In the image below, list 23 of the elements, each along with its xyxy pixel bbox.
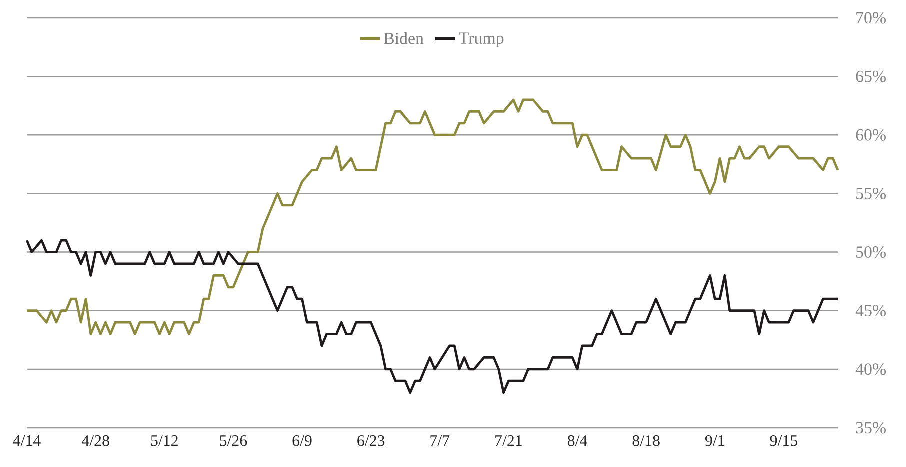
y-tick-label: 65% (856, 70, 886, 82)
y-tick-label: 45% (856, 305, 886, 317)
x-tick-label: 6/9 (292, 436, 312, 446)
legend-label: Biden (384, 32, 424, 44)
x-tick-label: 9/1 (705, 436, 724, 446)
y-tick-label: 60% (856, 129, 886, 141)
x-tick-label: 4/14 (13, 436, 41, 446)
x-tick-label: 9/15 (770, 436, 798, 446)
x-tick-label: 8/4 (568, 436, 588, 446)
y-tick-label: 50% (856, 246, 886, 258)
x-tick-label: 8/18 (632, 436, 660, 446)
y-tick-label: 35% (856, 422, 886, 434)
x-tick-label: 5/26 (220, 436, 248, 446)
x-tick-label: 4/28 (82, 436, 110, 446)
y-tick-label: 55% (856, 188, 886, 200)
y-tick-label: 40% (856, 364, 886, 376)
line-series (26, 239, 840, 394)
legend-label: Trump (459, 32, 504, 48)
x-tick-label: 6/23 (358, 436, 385, 446)
x-tick-label: 7/21 (496, 436, 522, 446)
x-tick-label: 5/12 (151, 436, 178, 446)
x-tick-label: 7/7 (430, 436, 450, 446)
y-tick-label: 70% (856, 12, 886, 24)
